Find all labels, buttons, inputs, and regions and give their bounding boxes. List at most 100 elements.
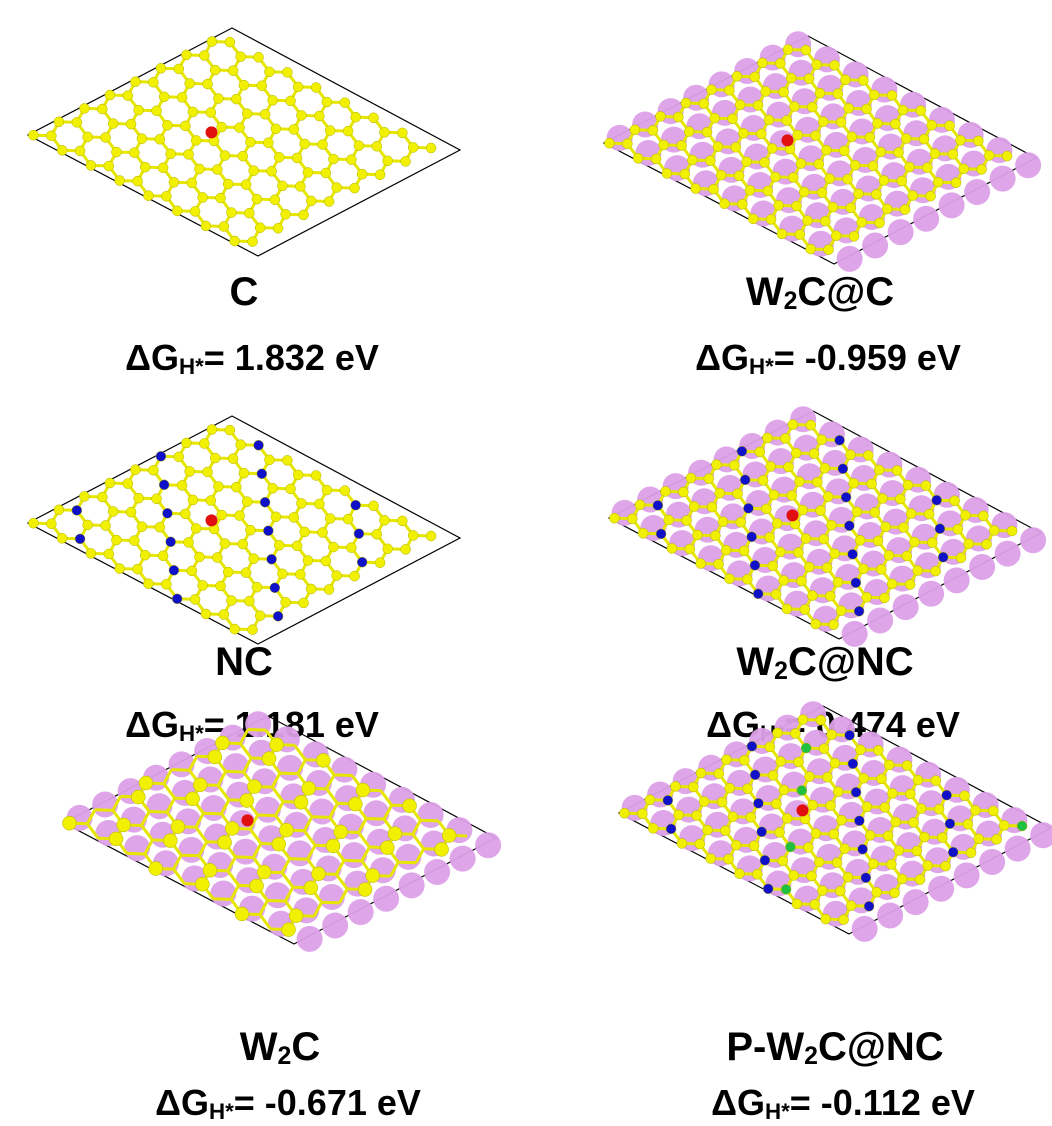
c-atom bbox=[792, 899, 802, 909]
c-atom bbox=[786, 73, 796, 83]
c-atom bbox=[891, 817, 901, 827]
w-atom bbox=[1005, 836, 1031, 862]
c-atom bbox=[57, 533, 67, 543]
c-atom bbox=[800, 605, 810, 615]
c-atom bbox=[292, 541, 302, 551]
c-atom bbox=[742, 157, 752, 167]
c-atom bbox=[300, 527, 310, 537]
c-atom bbox=[832, 858, 842, 868]
c-atom bbox=[725, 783, 735, 793]
c-atom bbox=[369, 501, 379, 511]
c-atom bbox=[208, 750, 222, 764]
c-atom bbox=[959, 164, 969, 174]
c-atom bbox=[426, 143, 436, 153]
n-atom bbox=[656, 529, 666, 539]
c-atom bbox=[249, 166, 259, 176]
c-atom bbox=[201, 609, 211, 619]
c-atom bbox=[890, 119, 900, 129]
c-atom bbox=[879, 175, 889, 185]
c-atom bbox=[664, 515, 674, 525]
c-atom bbox=[648, 125, 658, 135]
c-atom bbox=[804, 562, 814, 572]
c-atom bbox=[748, 214, 758, 224]
c-atom bbox=[704, 474, 714, 484]
n-atom bbox=[848, 759, 858, 769]
bond bbox=[95, 810, 113, 811]
c-atom bbox=[858, 75, 868, 85]
c-atom bbox=[375, 558, 385, 568]
c-atom bbox=[255, 611, 265, 621]
c-atom bbox=[812, 60, 822, 70]
c-atom bbox=[442, 828, 456, 842]
c-atom bbox=[148, 465, 158, 475]
c-atom bbox=[201, 221, 211, 231]
c-atom bbox=[207, 37, 217, 47]
c-atom bbox=[710, 113, 720, 123]
c-atom bbox=[897, 176, 907, 186]
c-atom bbox=[931, 566, 941, 576]
c-atom bbox=[739, 755, 749, 765]
n-atom bbox=[273, 611, 283, 621]
n-atom bbox=[844, 521, 854, 531]
panel-label: C bbox=[230, 270, 259, 314]
c-atom bbox=[775, 59, 785, 69]
w-atom bbox=[867, 607, 893, 633]
c-atom bbox=[673, 112, 683, 122]
c-atom bbox=[252, 194, 262, 204]
c-atom bbox=[830, 60, 840, 70]
c-atom bbox=[880, 802, 890, 812]
c-atom bbox=[252, 582, 262, 592]
c-atom bbox=[159, 92, 169, 102]
c-atom bbox=[645, 795, 655, 805]
c-atom bbox=[709, 184, 719, 194]
c-atom bbox=[903, 480, 913, 490]
c-atom bbox=[812, 477, 822, 487]
c-atom bbox=[299, 598, 309, 608]
w-atom bbox=[475, 832, 501, 858]
c-atom bbox=[883, 831, 893, 841]
c-atom bbox=[765, 532, 775, 542]
c-atom bbox=[830, 758, 840, 768]
c-atom bbox=[228, 66, 238, 76]
c-atom bbox=[849, 478, 859, 488]
c-atom bbox=[155, 522, 165, 532]
c-atom bbox=[161, 191, 171, 201]
c-atom bbox=[677, 141, 687, 151]
c-atom bbox=[688, 782, 698, 792]
c-atom bbox=[750, 72, 760, 82]
c-atom bbox=[223, 179, 233, 189]
c-atom bbox=[295, 181, 305, 191]
n-atom bbox=[861, 873, 871, 883]
c-atom bbox=[743, 784, 753, 794]
c-atom bbox=[877, 493, 887, 503]
c-atom bbox=[388, 827, 402, 841]
h-atom bbox=[786, 509, 798, 521]
n-atom bbox=[162, 508, 172, 518]
bond bbox=[290, 859, 308, 860]
c-atom bbox=[46, 519, 56, 529]
n-atom bbox=[166, 537, 176, 547]
c-atom bbox=[397, 128, 407, 138]
bond bbox=[322, 902, 340, 903]
c-atom bbox=[97, 104, 107, 114]
c-atom bbox=[826, 801, 836, 811]
c-atom bbox=[156, 63, 166, 73]
c-atom bbox=[604, 138, 614, 148]
c-atom bbox=[821, 145, 831, 155]
c-atom bbox=[195, 877, 209, 891]
c-atom bbox=[738, 128, 748, 138]
subscript: 2 bbox=[278, 1043, 292, 1070]
c-atom bbox=[321, 556, 331, 566]
c-atom bbox=[174, 452, 184, 462]
c-atom bbox=[801, 45, 811, 55]
c-atom bbox=[218, 835, 232, 849]
c-atom bbox=[713, 142, 723, 152]
c-atom bbox=[263, 138, 273, 148]
c-atom bbox=[702, 127, 712, 137]
c-atom bbox=[111, 147, 121, 157]
c-atom bbox=[755, 447, 765, 457]
c-atom bbox=[872, 887, 882, 897]
c-atom bbox=[775, 827, 785, 837]
text-part: = -0.112 eV bbox=[790, 1082, 975, 1123]
